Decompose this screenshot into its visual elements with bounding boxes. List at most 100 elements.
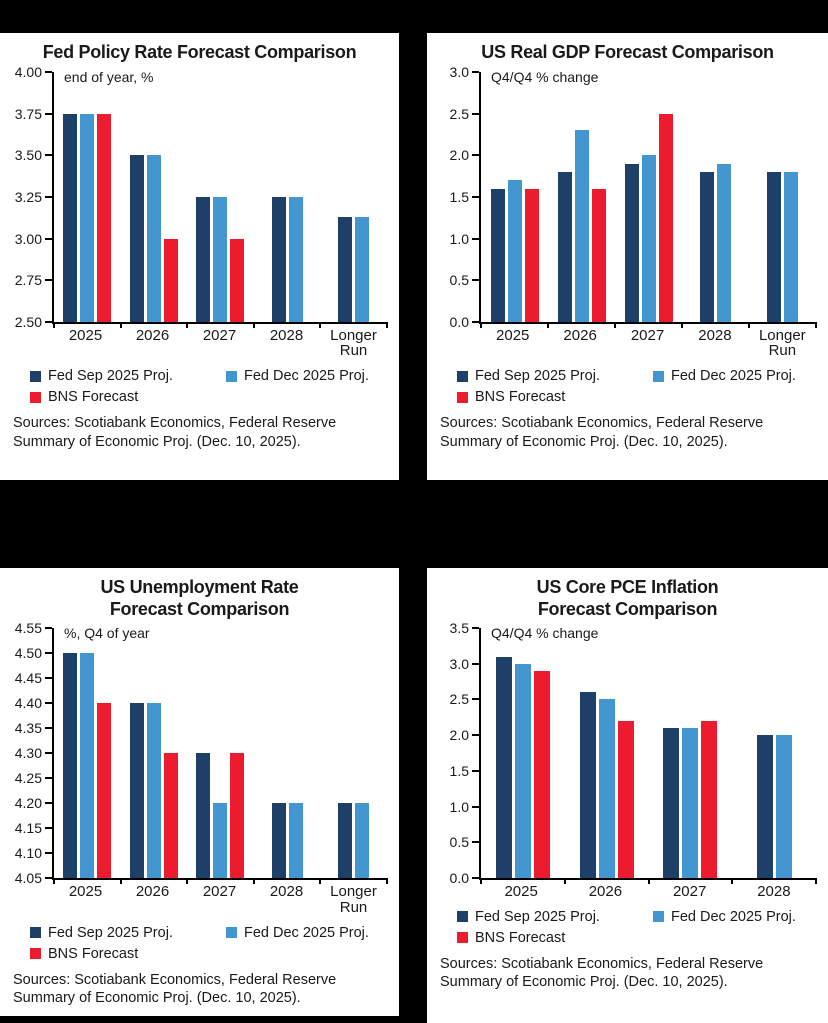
bar-bns-2027 bbox=[230, 238, 245, 322]
y-axis-tick bbox=[45, 852, 52, 855]
bar-fed-sep-2027 bbox=[624, 163, 639, 322]
legend-label: Fed Sep 2025 Proj. bbox=[48, 924, 173, 941]
bar-groups bbox=[481, 628, 816, 879]
x-axis-tick bbox=[119, 321, 122, 328]
y-axis-tick bbox=[472, 195, 479, 198]
x-axis-label: 2026 bbox=[588, 883, 623, 901]
bar-fed-dec-longer-run bbox=[784, 171, 798, 322]
y-axis-label: 3.00 bbox=[14, 230, 42, 247]
y-axis-label: 4.20 bbox=[14, 795, 42, 812]
x-axis-label: 2028 bbox=[269, 326, 304, 344]
legend-label: BNS Forecast bbox=[48, 945, 139, 962]
y-axis-tick bbox=[472, 70, 479, 73]
legend-item-fed-sep: Fed Sep 2025 Proj. bbox=[457, 909, 653, 925]
bar-fed-sep-2028 bbox=[756, 735, 773, 879]
bar-group-2028 bbox=[254, 72, 321, 322]
bar-fed-dec-2028 bbox=[775, 735, 792, 879]
bar-fed-sep-2027 bbox=[663, 728, 680, 879]
y-axis-label: 3.50 bbox=[14, 146, 42, 163]
bar-group-2026 bbox=[121, 72, 188, 322]
x-axis-labels: 2025 2026 2027 2028 Longer Run bbox=[52, 884, 387, 916]
bar-group-2028 bbox=[254, 628, 321, 879]
bar-fed-sep-2027 bbox=[196, 753, 211, 879]
bar-group-2026 bbox=[121, 628, 188, 879]
legend-label: Fed Dec 2025 Proj. bbox=[244, 924, 369, 941]
y-axis-tick bbox=[472, 627, 479, 630]
y-axis-label: 4.00 bbox=[14, 63, 42, 80]
bar-group-2027 bbox=[649, 628, 733, 879]
chart-body: 4.55 4.50 4.45 4.40 4.35 4.30 4.25 4.20 4.15 4.10… bbox=[0, 620, 399, 886]
x-axis-tick bbox=[319, 321, 322, 328]
y-axis-tick bbox=[45, 777, 52, 780]
bar-group-longer-run bbox=[320, 72, 387, 322]
x-axis-tick bbox=[186, 878, 189, 885]
bar-fed-sep-longer-run bbox=[767, 171, 781, 322]
chart-panel-fed-policy-rate: Fed Policy Rate Forecast Comparison 4.00 3… bbox=[0, 33, 399, 480]
bar-fed-sep-2028 bbox=[271, 196, 286, 322]
legend-label: BNS Forecast bbox=[48, 389, 139, 406]
sources-note: Sources: Scotiabank Economics, Federal R… bbox=[440, 955, 764, 991]
y-axis-label: 0.0 bbox=[449, 870, 469, 887]
legend-item-bns: BNS Forecast bbox=[30, 389, 226, 405]
bns-legend-swatch bbox=[457, 932, 468, 944]
sources-note: Sources: Scotiabank Economics, Federal R… bbox=[13, 971, 337, 1007]
y-axis-tick bbox=[472, 663, 479, 666]
fed-dec-legend-swatch bbox=[226, 370, 237, 382]
y-axis-label: 4.15 bbox=[14, 820, 42, 837]
y-axis-tick bbox=[472, 153, 479, 156]
legend: Fed Sep 2025 Proj. Fed Dec 2025 Proj. BNS … bbox=[457, 368, 828, 405]
y-axis-tick bbox=[45, 237, 52, 240]
bar-fed-dec-2027 bbox=[682, 728, 699, 879]
x-axis-tick bbox=[386, 878, 388, 885]
bar-fed-dec-2026 bbox=[574, 129, 589, 322]
bar-fed-dec-2025 bbox=[514, 664, 531, 879]
y-axis-tick bbox=[472, 320, 479, 323]
bar-fed-sep-longer-run bbox=[338, 803, 353, 879]
fed-sep-legend-swatch bbox=[30, 370, 41, 382]
plot-area: %, Q4 of year bbox=[52, 625, 388, 885]
bar-group-2027 bbox=[187, 72, 254, 322]
fed-dec-legend-swatch bbox=[653, 911, 664, 923]
y-axis-label: 2.50 bbox=[14, 313, 42, 330]
y-axis-tick bbox=[45, 877, 52, 880]
legend-label: Fed Dec 2025 Proj. bbox=[671, 368, 796, 385]
x-axis-label: 2026 bbox=[563, 326, 597, 344]
bar-group-2027 bbox=[187, 628, 254, 879]
x-axis-label: 2027 bbox=[202, 326, 237, 344]
legend-item-fed-sep: Fed Sep 2025 Proj. bbox=[457, 368, 653, 384]
bar-fed-dec-2026 bbox=[146, 154, 161, 322]
axis-unit-label: %, Q4 of year bbox=[64, 625, 150, 642]
legend-label: Fed Sep 2025 Proj. bbox=[475, 368, 600, 385]
legend-item-fed-dec: Fed Dec 2025 Proj. bbox=[226, 368, 399, 384]
bar-fed-dec-2028 bbox=[717, 163, 731, 322]
bar-bns-2025 bbox=[533, 671, 550, 879]
sources-note: Sources: Scotiabank Economics, Federal R… bbox=[440, 415, 764, 450]
y-axis-label: 3.25 bbox=[14, 188, 42, 205]
y-axis-label: 4.25 bbox=[14, 770, 42, 787]
y-axis-tick bbox=[45, 112, 52, 115]
x-axis-label: 2025 bbox=[68, 326, 103, 344]
chart-panel-us-unemployment-rate: US Unemployment Rate Forecast Comparison 4… bbox=[0, 568, 399, 1016]
x-axis-tick bbox=[252, 321, 255, 328]
x-axis-tick bbox=[119, 878, 122, 885]
y-axis-label: 2.5 bbox=[449, 691, 469, 708]
y-axis-label: 2.0 bbox=[449, 146, 469, 163]
axis-unit-label: Q4/Q4 % change bbox=[491, 68, 599, 85]
y-axis-label: 3.75 bbox=[14, 105, 42, 122]
legend: Fed Sep 2025 Proj. Fed Dec 2025 Proj. BNS … bbox=[30, 925, 399, 962]
chart-title: US Real GDP Forecast Comparison bbox=[427, 33, 828, 64]
y-axis-label: 4.35 bbox=[14, 720, 42, 737]
bar-fed-dec-2027 bbox=[641, 154, 656, 322]
y-axis-tick bbox=[472, 841, 479, 844]
bar-group-2028 bbox=[732, 628, 816, 879]
bar-fed-dec-2025 bbox=[80, 653, 95, 879]
x-axis-label: 2028 bbox=[269, 883, 304, 901]
bar-group-2025 bbox=[481, 72, 548, 322]
bar-group-2028 bbox=[682, 72, 749, 322]
y-axis-labels: 4.00 3.75 3.50 3.25 3.00 2.75 2.50 bbox=[0, 64, 52, 330]
x-axis-tick bbox=[815, 878, 817, 885]
bar-fed-sep-2026 bbox=[557, 171, 572, 322]
x-axis-tick bbox=[748, 321, 750, 328]
legend-item-fed-sep: Fed Sep 2025 Proj. bbox=[30, 925, 226, 941]
x-axis-tick bbox=[563, 878, 566, 885]
